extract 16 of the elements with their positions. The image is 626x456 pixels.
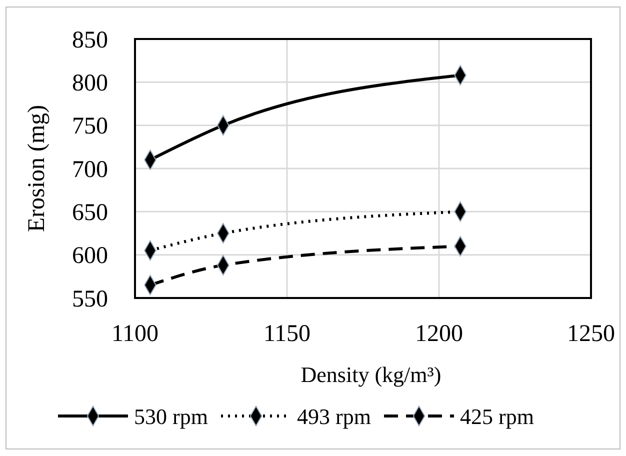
legend-label: 493 rpm (297, 404, 371, 429)
y-tick-label: 600 (72, 243, 108, 270)
x-tick-label: 1250 (567, 321, 615, 347)
y-axis-title: Erosion (mg) (24, 104, 50, 232)
y-tick-label: 750 (72, 114, 108, 140)
x-axis-title: Density (kg/m³) (300, 362, 442, 387)
y-tick-label: 700 (72, 156, 108, 183)
y-tick-label: 650 (72, 200, 108, 226)
y-tick-label: 550 (72, 286, 108, 312)
legend-label: 425 rpm (460, 404, 534, 429)
y-tick-label: 800 (72, 70, 108, 97)
x-tick-label: 1100 (111, 321, 159, 347)
x-tick-label: 1150 (263, 321, 311, 347)
legend-label: 530 rpm (134, 404, 208, 429)
x-tick-label: 1200 (415, 321, 463, 347)
y-tick-label: 850 (72, 27, 108, 54)
